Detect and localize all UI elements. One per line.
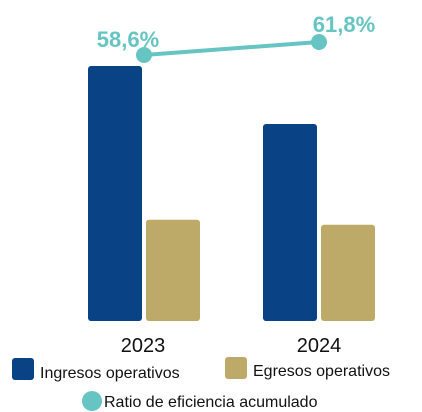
bar-ingresos-2023 [88, 66, 142, 321]
x-tick-2024: 2024 [297, 335, 342, 357]
ratio-label-2023: 58,6% [97, 27, 159, 52]
legend-label-egresos: Egresos operativos [253, 363, 390, 380]
bar-egresos-2023 [146, 219, 200, 321]
bar-ingresos-2024 [263, 123, 317, 322]
x-tick-2023: 2023 [121, 335, 166, 357]
ratio-point-2024 [311, 34, 327, 50]
legend-swatch-ratio [82, 391, 102, 411]
bar-egresos-2024 [321, 224, 375, 321]
legend-label-ratio: Ratio de eficiencia acumulado [104, 394, 318, 411]
legend-swatch-ingresos [12, 358, 34, 380]
legend-label-ingresos: Ingresos operativos [40, 365, 180, 382]
ratio-line [142, 40, 321, 57]
ratio-label-2024: 61,8% [313, 12, 375, 37]
ratio-point-2023 [136, 47, 152, 63]
legend-swatch-egresos [225, 357, 247, 379]
